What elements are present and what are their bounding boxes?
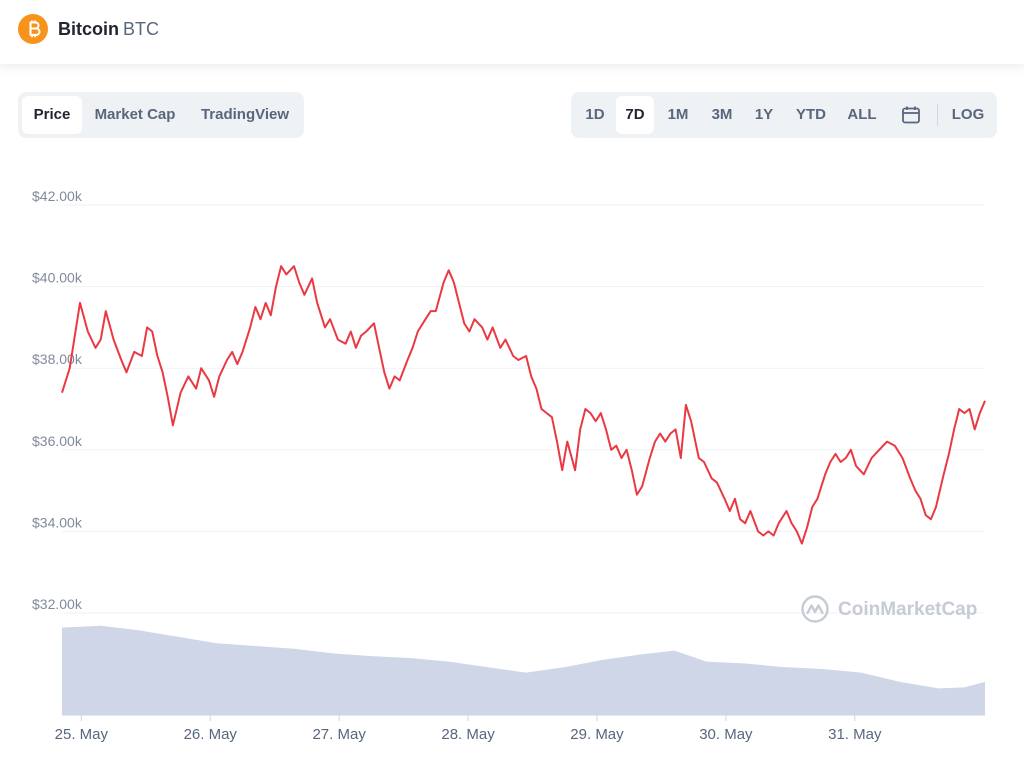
y-tick-label: $34.00k <box>32 514 83 530</box>
time-range-tabs: 1D 7D 1M 3M 1Y YTD ALL LOG <box>571 92 997 138</box>
chart-gridlines <box>62 204 985 614</box>
y-axis-ticks: $32.00k $34.00k $36.00k $38.00k $40.00k $42.0… <box>32 188 83 612</box>
x-tick-label: 30. May <box>699 726 753 743</box>
tab-price[interactable]: Price <box>22 96 82 134</box>
range-1d[interactable]: 1D <box>585 106 605 123</box>
range-1y[interactable]: 1Y <box>754 106 774 123</box>
bitcoin-logo-icon <box>18 14 48 44</box>
calendar-icon[interactable] <box>893 96 929 134</box>
x-tick-label: 29. May <box>570 726 624 743</box>
coinmarketcap-logo-icon <box>800 594 830 629</box>
x-tick-label: 31. May <box>828 726 882 743</box>
x-tick-label: 26. May <box>184 726 238 743</box>
x-tick-label: 27. May <box>312 726 366 743</box>
x-tick-label: 28. May <box>441 726 495 743</box>
tabs-divider <box>937 104 938 126</box>
price-series <box>61 265 986 545</box>
coin-name: Bitcoin <box>58 19 119 39</box>
range-3m[interactable]: 3M <box>711 106 733 123</box>
volume-area <box>62 625 985 715</box>
top-bar: Bitcoin BTC <box>0 0 1024 64</box>
tab-tradingview[interactable]: TradingView <box>200 106 290 123</box>
x-tick-label: 25. May <box>55 726 109 743</box>
log-toggle[interactable]: LOG <box>951 106 985 123</box>
range-all[interactable]: ALL <box>847 106 877 123</box>
y-tick-label: $32.00k <box>32 596 83 612</box>
price-chart: $32.00k $34.00k $36.00k $38.00k $40.00k $42.0… <box>32 188 986 743</box>
y-tick-label: $36.00k <box>32 433 83 449</box>
y-tick-label: $38.00k <box>32 351 83 367</box>
range-ytd[interactable]: YTD <box>796 106 826 123</box>
y-tick-label: $42.00k <box>32 188 83 204</box>
coin-symbol: BTC <box>123 19 159 39</box>
price-line <box>61 265 986 545</box>
watermark-text: CoinMarketCap <box>838 599 978 620</box>
range-7d[interactable]: 7D <box>616 96 654 134</box>
x-axis: 25. May 26. May 27. May 28. May 29. May 30. M… <box>55 714 985 743</box>
tab-market-cap[interactable]: Market Cap <box>94 106 176 123</box>
range-1m[interactable]: 1M <box>667 106 689 123</box>
y-tick-label: $40.00k <box>32 270 83 286</box>
volume-bars <box>62 625 985 715</box>
chart-type-tabs: Price Market Cap TradingView <box>18 92 304 138</box>
